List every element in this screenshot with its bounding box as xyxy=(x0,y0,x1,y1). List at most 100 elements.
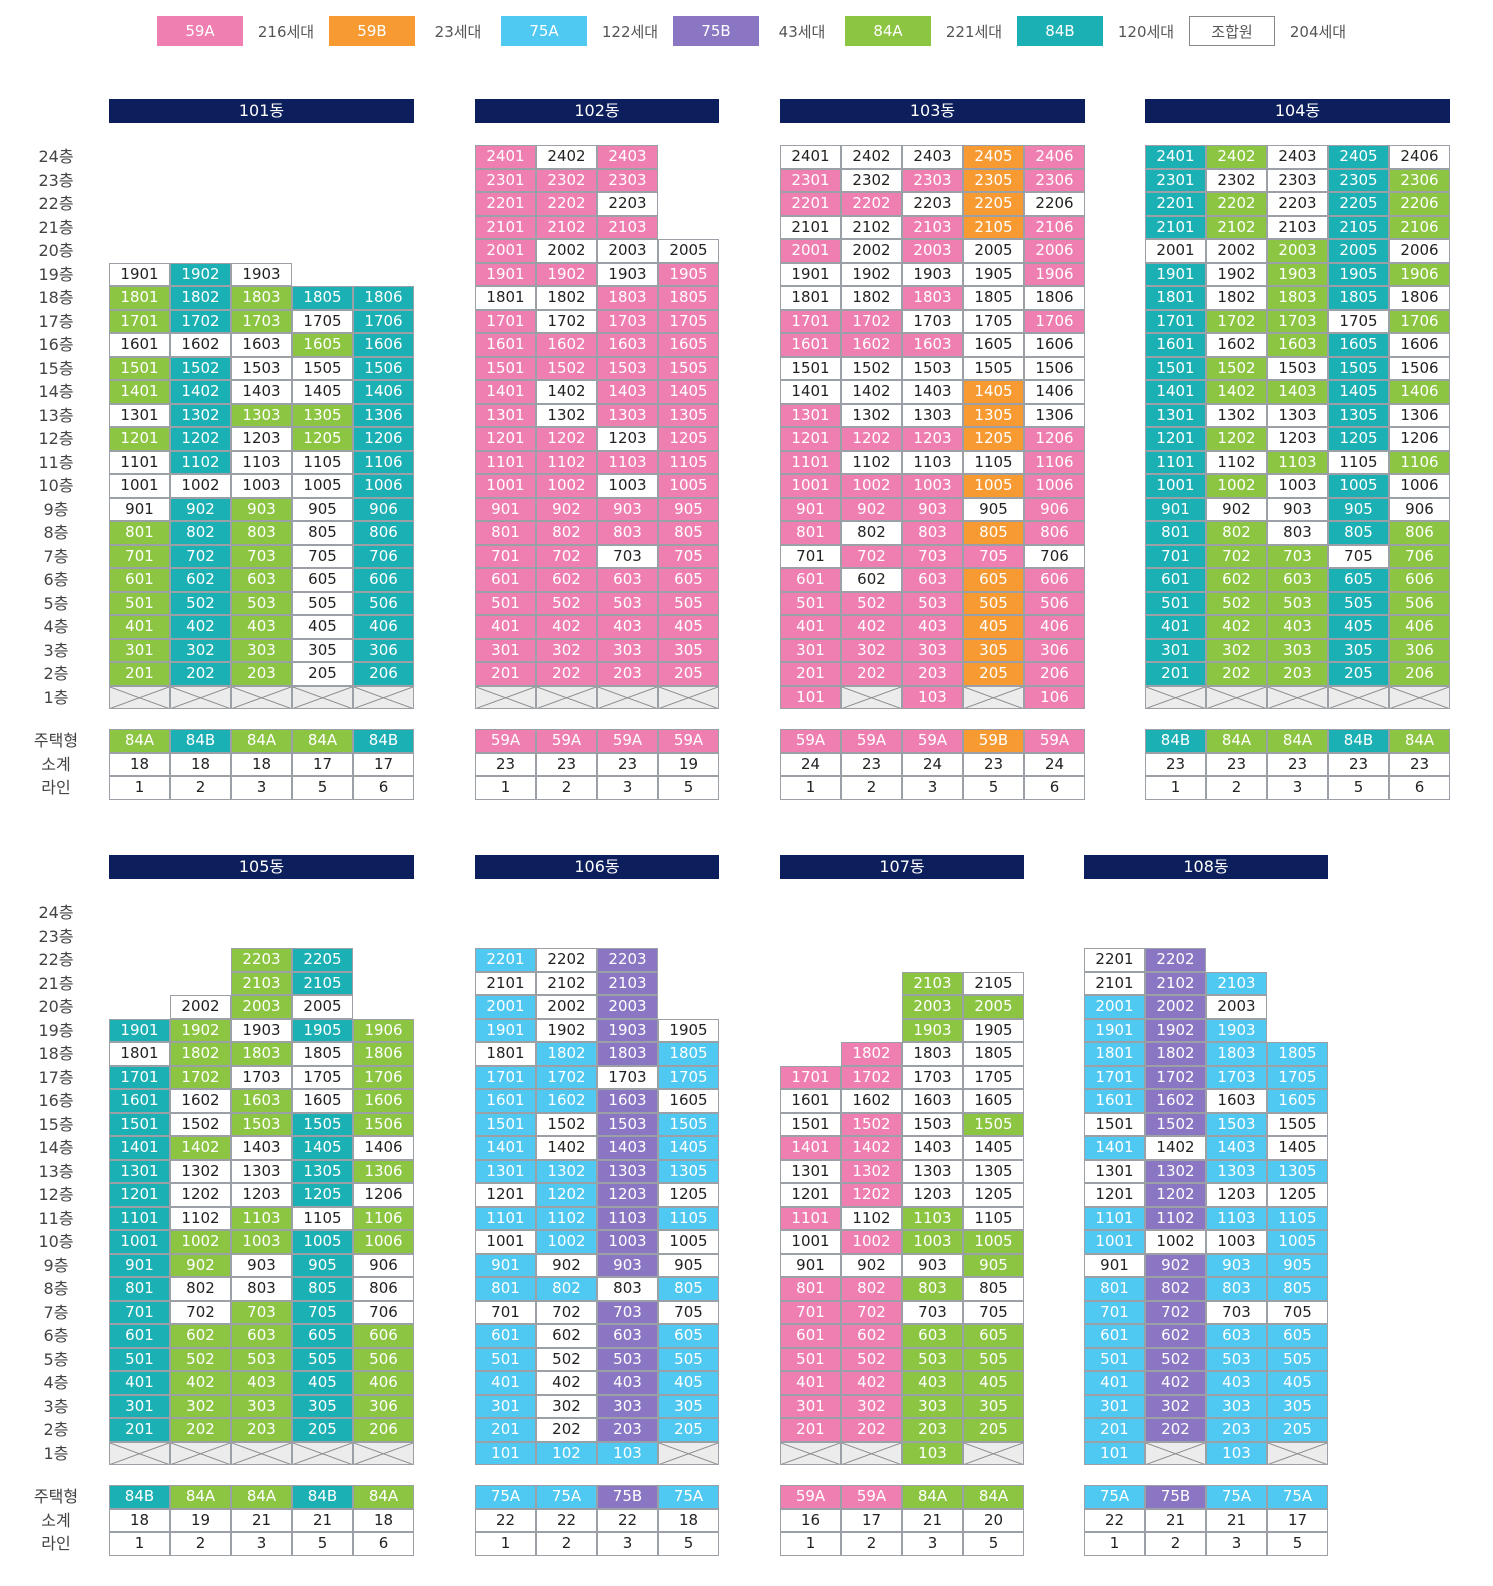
unit-cell: 1103 xyxy=(902,450,963,474)
unit-cell: 1705 xyxy=(292,309,353,333)
unit-cell: 2306 xyxy=(1389,168,1450,192)
unit-line: 1 xyxy=(109,776,170,800)
unit-cell: 1203 xyxy=(1267,427,1328,451)
unit-cell: 403 xyxy=(231,1371,292,1395)
unit-cell: 803 xyxy=(1267,521,1328,545)
floor-label: 14층 xyxy=(38,1138,74,1157)
unit-cell: 2203 xyxy=(902,192,963,216)
unit-cell: 1805 xyxy=(292,286,353,310)
unit-cell: 1401 xyxy=(109,1136,170,1160)
unit-cell: 402 xyxy=(841,615,902,639)
unit-cell: 605 xyxy=(1267,1324,1328,1348)
unit-cell: 1301 xyxy=(109,403,170,427)
floor-label: 11층 xyxy=(38,452,74,472)
unit-cell: 1602 xyxy=(841,333,902,357)
unit-cell: 705 xyxy=(1328,544,1389,568)
unit-cell: 602 xyxy=(1206,568,1267,592)
unit-cell: 703 xyxy=(231,1300,292,1324)
unit-cell: 2103 xyxy=(902,971,963,995)
unit-cell: 2003 xyxy=(1267,239,1328,263)
unit-cell: 1102 xyxy=(841,450,902,474)
unit-cell: 1705 xyxy=(1328,309,1389,333)
unit-line: 1 xyxy=(475,776,536,800)
unit-cell: 2301 xyxy=(1145,168,1206,192)
unit-cell: 1005 xyxy=(1328,474,1389,498)
unit-cell: 2402 xyxy=(536,145,597,169)
unit-cell: 503 xyxy=(902,591,963,615)
unit-cell: 1605 xyxy=(1328,333,1389,357)
unit-cell: 703 xyxy=(902,1300,963,1324)
unit-cell: 802 xyxy=(536,521,597,545)
unit-cell: 506 xyxy=(1024,591,1085,615)
unit-subtotal: 17 xyxy=(292,752,353,776)
unit-cell: 1701 xyxy=(780,1065,841,1089)
unit-cell-empty xyxy=(841,685,902,709)
unit-cell: 102 xyxy=(536,1441,597,1465)
unit-cell-empty xyxy=(1145,1441,1206,1465)
unit-cell-empty xyxy=(963,1441,1024,1465)
unit-cell: 2006 xyxy=(1024,239,1085,263)
unit-cell: 2201 xyxy=(475,948,536,972)
unit-cell: 1801 xyxy=(1084,1042,1145,1066)
unit-cell: 1105 xyxy=(963,1206,1024,1230)
unit-cell: 1106 xyxy=(353,450,414,474)
unit-cell: 902 xyxy=(170,1253,231,1277)
unit-cell: 1905 xyxy=(963,262,1024,286)
unit-cell: 502 xyxy=(170,1347,231,1371)
unit-cell: 1102 xyxy=(170,450,231,474)
unit-subtotal: 23 xyxy=(1145,752,1206,776)
unit-cell: 1402 xyxy=(1145,1136,1206,1160)
unit-cell: 606 xyxy=(1389,568,1450,592)
unit-cell: 603 xyxy=(902,568,963,592)
unit-cell: 1601 xyxy=(109,1089,170,1113)
unit-cell: 101 xyxy=(780,685,841,709)
unit-cell: 1003 xyxy=(597,1230,658,1254)
unit-cell: 303 xyxy=(231,1394,292,1418)
unit-cell: 205 xyxy=(292,662,353,686)
unit-subtotal: 23 xyxy=(597,752,658,776)
unit-type: 84B xyxy=(292,1485,353,1509)
unit-type: 84A xyxy=(1389,729,1450,753)
unit-cell: 1502 xyxy=(1145,1112,1206,1136)
unit-cell: 605 xyxy=(658,1324,719,1348)
unit-subtotal: 24 xyxy=(902,752,963,776)
unit-cell: 1302 xyxy=(841,403,902,427)
unit-cell-empty xyxy=(1267,1441,1328,1465)
unit-cell: 305 xyxy=(1267,1394,1328,1418)
unit-cell: 2102 xyxy=(1206,215,1267,239)
unit-cell: 801 xyxy=(475,1277,536,1301)
unit-cell: 305 xyxy=(1328,638,1389,662)
floor-label: 10층 xyxy=(38,1232,74,1251)
unit-cell: 903 xyxy=(1267,497,1328,521)
unit-cell: 2203 xyxy=(597,192,658,216)
unit-cell: 1302 xyxy=(170,403,231,427)
unit-cell: 601 xyxy=(109,1324,170,1348)
unit-cell: 1505 xyxy=(963,356,1024,380)
legend-swatch-4: 84A xyxy=(845,16,931,46)
footer-label-subtotal: 소계 xyxy=(41,1510,71,1530)
unit-cell: 606 xyxy=(353,568,414,592)
unit-line: 1 xyxy=(1084,1532,1145,1556)
unit-line: 5 xyxy=(963,776,1024,800)
unit-cell: 1803 xyxy=(1267,286,1328,310)
unit-cell: 2406 xyxy=(1389,145,1450,169)
floor-label: 3층 xyxy=(43,640,69,660)
unit-cell: 1303 xyxy=(1267,403,1328,427)
unit-cell: 1203 xyxy=(902,427,963,451)
unit-cell: 402 xyxy=(1206,615,1267,639)
unit-cell: 401 xyxy=(475,615,536,639)
floor-label: 19층 xyxy=(38,1020,74,1040)
unit-cell: 702 xyxy=(170,1300,231,1324)
unit-cell-empty xyxy=(109,1441,170,1465)
unit-cell: 2106 xyxy=(1024,215,1085,239)
unit-type: 84A xyxy=(231,1485,292,1509)
unit-cell: 1702 xyxy=(841,1065,902,1089)
unit-cell: 1201 xyxy=(1084,1183,1145,1207)
unit-cell: 1902 xyxy=(841,262,902,286)
unit-cell: 701 xyxy=(475,1300,536,1324)
unit-cell: 1103 xyxy=(1206,1206,1267,1230)
unit-cell: 2305 xyxy=(1328,168,1389,192)
unit-subtotal: 18 xyxy=(109,1508,170,1532)
unit-cell: 702 xyxy=(841,1300,902,1324)
unit-cell: 505 xyxy=(963,591,1024,615)
